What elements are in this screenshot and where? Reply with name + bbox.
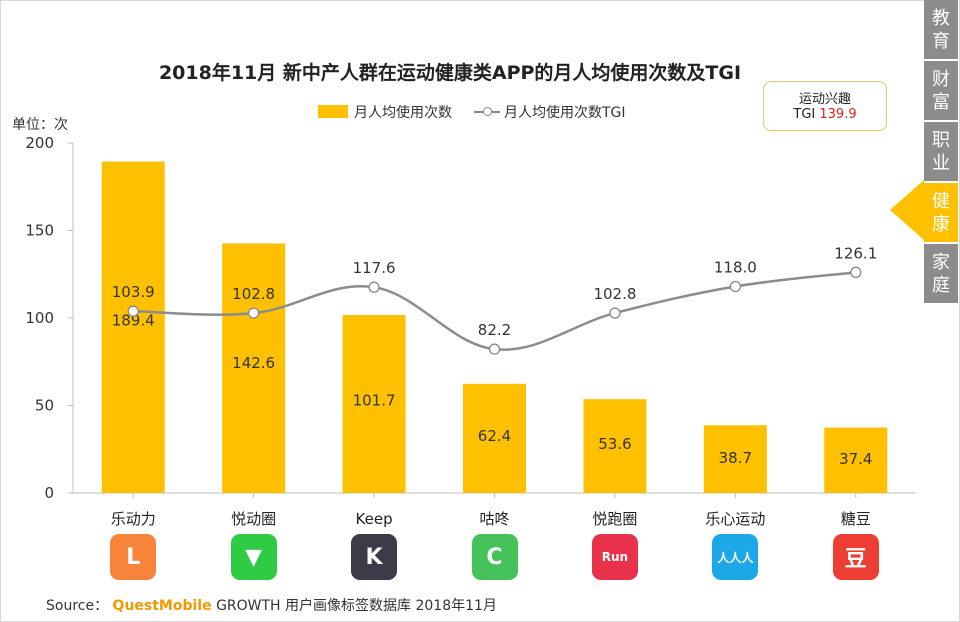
y-tick-label: 100 [25,309,54,327]
bar-6 [824,427,888,493]
tgi-point-6 [850,266,862,278]
bar-0 [101,161,165,494]
y-tick-label: 0 [44,484,54,502]
app-logo-icon: L [110,534,157,580]
app-logo-icon: Run [591,534,638,580]
app-logo-icon: 豆 [832,534,879,580]
legend-bar-label: 月人均使用次数 [354,105,452,121]
tgi-value-label: 117.6 [353,259,396,277]
legend: 月人均使用次数 月人均使用次数TGI [318,102,626,122]
source-prefix: Source： [46,598,109,614]
legend-bar-item: 月人均使用次数 [318,102,452,122]
x-category-label: Keep [356,510,393,528]
bar-5 [703,425,767,493]
tgi-value-label: 102.8 [593,285,636,303]
tgi-point-1 [247,307,260,319]
side-tab-3[interactable]: 健康 [924,183,958,242]
side-tab-1[interactable]: 财富 [924,61,958,120]
app-logo-icon: ▼ [230,534,277,580]
y-axis-unit-label: 单位：次 [12,117,68,133]
chart-plot: 0 50 100 150 200 189.4 142.6 101.7 62.4 53.6 38.7 3… [25,134,916,528]
bar-value-label: 37.4 [839,450,872,468]
bar-value-label: 189.4 [112,312,155,330]
tgi-value-label: 102.8 [232,285,275,303]
x-category-label: 悦动圈 [231,510,276,528]
bar-value-label: 53.6 [598,435,631,453]
app-logo-icon: C [471,534,518,580]
y-tick-label: 200 [25,134,54,152]
source-brand: QuestMobile [112,598,212,614]
x-category-label: 悦跑圈 [592,510,637,528]
tgi-callout-title: 运动兴趣 [798,92,851,107]
x-category-label: 乐心运动 [705,510,765,528]
tgi-point-2 [368,281,380,293]
tgi-prefix: TGI [793,107,816,122]
side-tab-0[interactable]: 教育 [924,0,958,59]
legend-line-item: 月人均使用次数TGI [474,102,626,122]
tgi-point-3 [488,343,501,355]
tgi-value-label: 82.2 [478,321,511,339]
source-text: GROWTH 用户画像标签数据库 2018年11月 [216,598,497,614]
active-tab-pointer [890,180,924,240]
x-category-label: 咕咚 [479,510,509,528]
tgi-value: 139.9 [819,107,857,122]
tgi-value-label: 103.9 [112,283,155,301]
side-tab-4[interactable]: 家庭 [924,244,958,303]
bar-3 [463,383,526,493]
tgi-point-5 [729,280,742,293]
x-category-label: 乐动力 [111,510,156,528]
y-tick-label: 150 [25,222,54,240]
legend-bar-swatch [318,105,348,118]
bar-2 [342,315,406,493]
bar-value-label: 62.4 [478,427,511,445]
tgi-value-label: 126.1 [834,244,877,262]
side-tab-nav: 教育财富职业健康家庭 [924,0,958,305]
y-tick-label: 50 [35,397,54,415]
bar-1 [222,243,286,493]
bar-value-label: 38.7 [719,449,752,467]
bar-value-label: 101.7 [353,391,396,409]
bar-4 [583,399,647,493]
tgi-value-label: 118.0 [714,259,757,277]
app-logo-icon: 人人人 [712,534,759,580]
bar-value-label: 142.6 [232,354,275,372]
tgi-callout: 运动兴趣 TGI 139.9 [763,81,887,131]
side-tab-2[interactable]: 职业 [924,122,958,181]
tgi-callout-value-line: TGI 139.9 [764,107,886,122]
chart-title: 2018年11月 新中产人群在运动健康类APP的月人均使用次数及TGI [158,62,742,84]
legend-line-swatch [474,106,500,118]
tgi-point-0 [127,305,139,317]
legend-line-label: 月人均使用次数TGI [504,105,626,121]
app-logo-icon: K [351,534,398,580]
tgi-point-4 [609,307,621,319]
source-note: Source： QuestMobile GROWTH 用户画像标签数据库 201… [46,595,497,615]
x-category-label: 糖豆 [841,510,871,528]
